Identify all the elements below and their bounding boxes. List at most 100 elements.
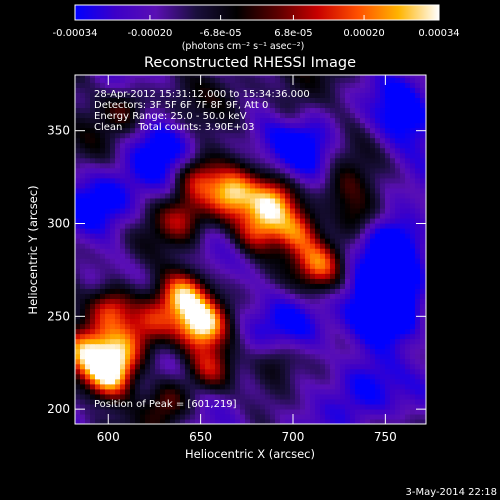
heatmap-cell [200,373,206,380]
heatmap-cell [290,87,296,93]
heatmap-cell [130,318,136,325]
heatmap-cell [325,403,331,410]
heatmap-cell [410,147,416,154]
heatmap-cell [240,207,246,214]
heatmap-cell [175,333,181,340]
heatmap-cell [400,238,406,244]
heatmap-cell [110,92,116,98]
heatmap-cell [250,353,256,360]
heatmap-cell [285,152,291,159]
heatmap-cell [335,223,341,229]
heatmap-cell [340,87,346,93]
heatmap-cell [90,313,96,320]
heatmap-cell [265,248,271,254]
heatmap-cell [395,348,401,355]
heatmap-cell [300,348,306,355]
heatmap-cell [260,338,266,345]
heatmap-cell [100,328,106,335]
heatmap-cell [220,388,226,395]
heatmap-cell [355,418,361,424]
heatmap-cell [275,192,281,199]
heatmap-cell [95,413,101,420]
heatmap-cell [400,142,406,149]
heatmap-cell [130,283,136,289]
heatmap-cell [200,172,206,179]
heatmap-cell [235,137,241,144]
heatmap-cell [230,87,236,93]
heatmap-cell [400,97,406,104]
heatmap-cell [285,328,291,335]
heatmap-cell [335,207,341,214]
heatmap-cell [375,127,381,134]
heatmap-cell [400,348,406,355]
heatmap-cell [335,192,341,199]
heatmap-cell [360,403,366,410]
heatmap-cell [365,298,371,304]
heatmap-cell [320,87,326,93]
heatmap-cell [190,132,196,139]
heatmap-cell [125,328,131,335]
heatmap-cell [420,207,426,214]
heatmap-cell [380,147,386,154]
heatmap-cell [120,223,126,229]
heatmap-cell [95,363,101,370]
heatmap-cell [280,363,286,370]
heatmap-cell [315,253,321,259]
heatmap-cell [285,293,291,299]
heatmap-cell [300,343,306,350]
heatmap-cell [285,192,291,199]
heatmap-cell [280,107,286,114]
heatmap-cell [305,353,311,360]
heatmap-cell [405,117,411,124]
heatmap-cell [185,393,191,400]
heatmap-cell [115,207,121,214]
heatmap-cell [325,408,331,415]
heatmap-cell [350,87,356,93]
heatmap-cell [390,192,396,199]
heatmap-cell [250,207,256,214]
heatmap-cell [390,343,396,350]
heatmap-cell [225,408,231,415]
heatmap-cell [155,418,161,424]
heatmap-cell [235,122,241,129]
heatmap-cell [265,197,271,204]
heatmap-cell [75,102,81,109]
heatmap-cell [110,137,116,144]
heatmap-cell [275,303,281,310]
heatmap-cell [110,187,116,194]
heatmap-cell [165,398,171,405]
heatmap-cell [155,398,161,405]
heatmap-cell [145,92,151,98]
heatmap-cell [375,278,381,284]
heatmap-cell [230,147,236,154]
heatmap-cell [225,223,231,229]
heatmap-cell [305,368,311,375]
heatmap-cell [115,197,121,204]
heatmap-cell [260,92,266,98]
heatmap-cell [275,162,281,169]
heatmap-cell [370,127,376,134]
heatmap-cell [120,152,126,159]
heatmap-cell [310,207,316,214]
heatmap-cell [420,403,426,410]
heatmap-cell [230,343,236,350]
heatmap-cell [285,383,291,390]
heatmap-cell [120,393,126,400]
heatmap-cell [250,238,256,244]
heatmap-cell [390,167,396,174]
heatmap-cell [415,373,421,380]
heatmap-cell [220,112,226,119]
heatmap-cell [320,117,326,124]
heatmap-cell [315,373,321,380]
heatmap-cell [175,202,181,209]
heatmap-cell [170,383,176,390]
heatmap-cell [415,398,421,405]
heatmap-cell [320,413,326,420]
heatmap-cell [350,147,356,154]
heatmap-cell [365,187,371,194]
heatmap-cell [370,373,376,380]
heatmap-cell [290,102,296,109]
heatmap-cell [380,268,386,274]
heatmap-cell [355,212,361,219]
heatmap-cell [370,112,376,119]
